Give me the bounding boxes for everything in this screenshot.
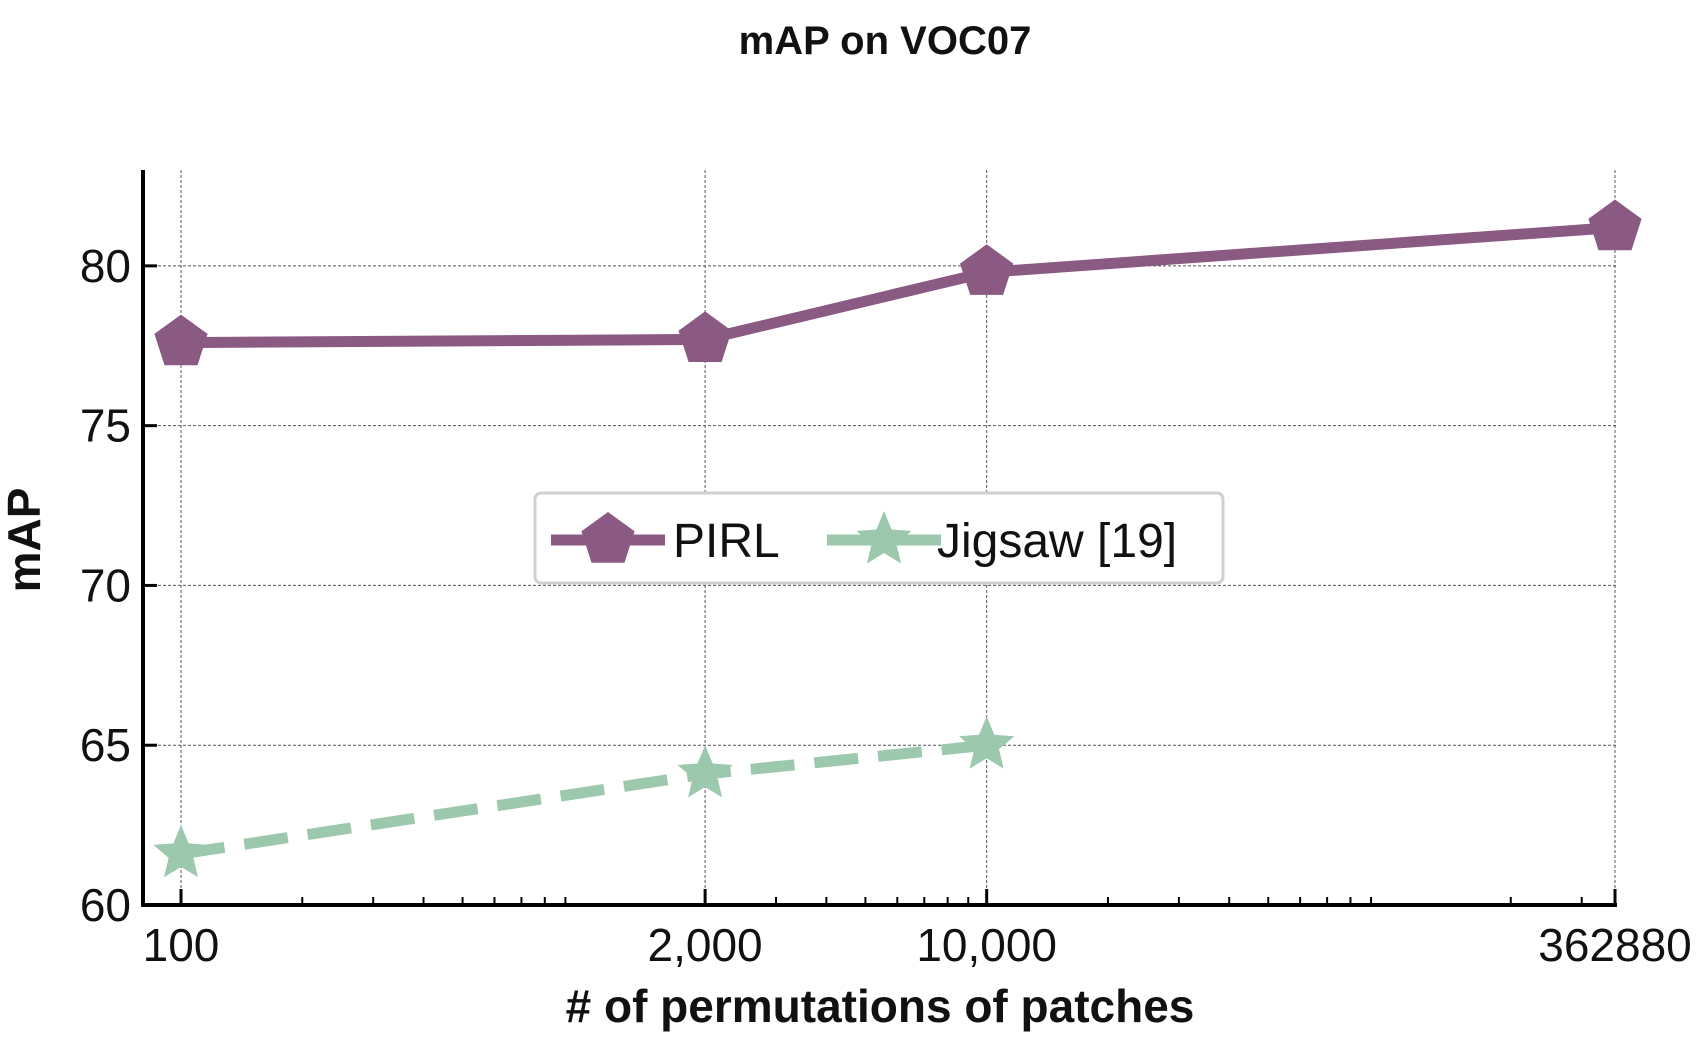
x-tick-label: 10,000 [916,919,1057,971]
data-point [678,311,732,362]
y-axis-label: mAP [0,488,50,593]
data-point [677,745,733,798]
y-tick-label: 70 [80,559,131,611]
legend-label-1: Jigsaw [19] [937,515,1177,568]
data-point [153,824,209,878]
legend: PIRL Jigsaw [19] [533,491,1225,585]
chart-title: mAP on VOC07 [739,19,1032,63]
series-line-1 [180,739,988,860]
data-point [959,716,1015,769]
legend-marker-1 [856,511,912,564]
legend-marker-0 [581,512,635,563]
data-point [960,244,1014,295]
x-tick-label: 100 [143,919,220,971]
y-tick-label: 75 [80,400,131,452]
legend-label-0: PIRL [673,515,780,568]
x-tick-label: 362880 [1538,919,1692,971]
axes: 60 65 70 75 80 100 2,000 10,000 362880 [80,170,1692,971]
y-tick-label: 65 [80,719,131,771]
data-point [154,314,208,366]
series-layer [153,199,1642,878]
x-tick-label: 2,000 [648,919,763,971]
data-point [1588,199,1642,251]
x-axis-label: # of permutations of patches [566,980,1195,1032]
series-line-0 [180,222,1616,349]
y-tick-label: 60 [80,879,131,931]
y-tick-label: 80 [80,240,131,292]
